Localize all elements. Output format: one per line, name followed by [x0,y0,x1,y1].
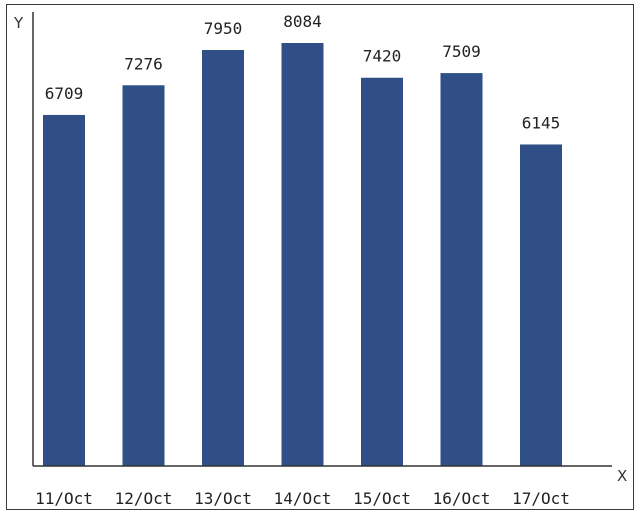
x-tick-label-16/Oct: 16/Oct [433,489,491,508]
bar-13/Oct [202,50,244,466]
x-tick-label-13/Oct: 13/Oct [194,489,252,508]
value-label-14/Oct: 8084 [283,12,322,31]
bar-11/Oct [43,114,85,466]
x-tick-label-12/Oct: 12/Oct [115,489,173,508]
tick-labels-group: 11/Oct 12/Oct 13/Oct 14/Oct 15/Oct 16/Oct 17/O… [35,489,570,508]
x-tick-label-11/Oct: 11/Oct [35,489,93,508]
bar-12/Oct [122,85,165,467]
bar-15/Oct [361,77,403,466]
x-tick-label-15/Oct: 15/Oct [353,489,411,508]
x-axis-label: X [617,467,627,485]
bar-16/Oct [440,73,483,466]
bar-14/Oct [281,43,324,466]
value-label-15/Oct: 7420 [363,47,402,66]
value-label-13/Oct: 7950 [204,19,243,38]
bar-17/Oct [520,144,562,467]
y-axis-label: Y [13,14,24,32]
bars-group [43,43,562,467]
value-label-11/Oct: 6709 [45,84,84,103]
x-tick-label-17/Oct: 17/Oct [512,489,570,508]
value-label-17/Oct: 6145 [522,113,561,132]
value-label-16/Oct: 7509 [442,42,481,61]
value-label-12/Oct: 7276 [124,54,163,73]
x-tick-label-14/Oct: 14/Oct [274,489,332,508]
value-labels-group: 6709 7276 7950 8084 7420 7509 6145 [45,12,561,132]
